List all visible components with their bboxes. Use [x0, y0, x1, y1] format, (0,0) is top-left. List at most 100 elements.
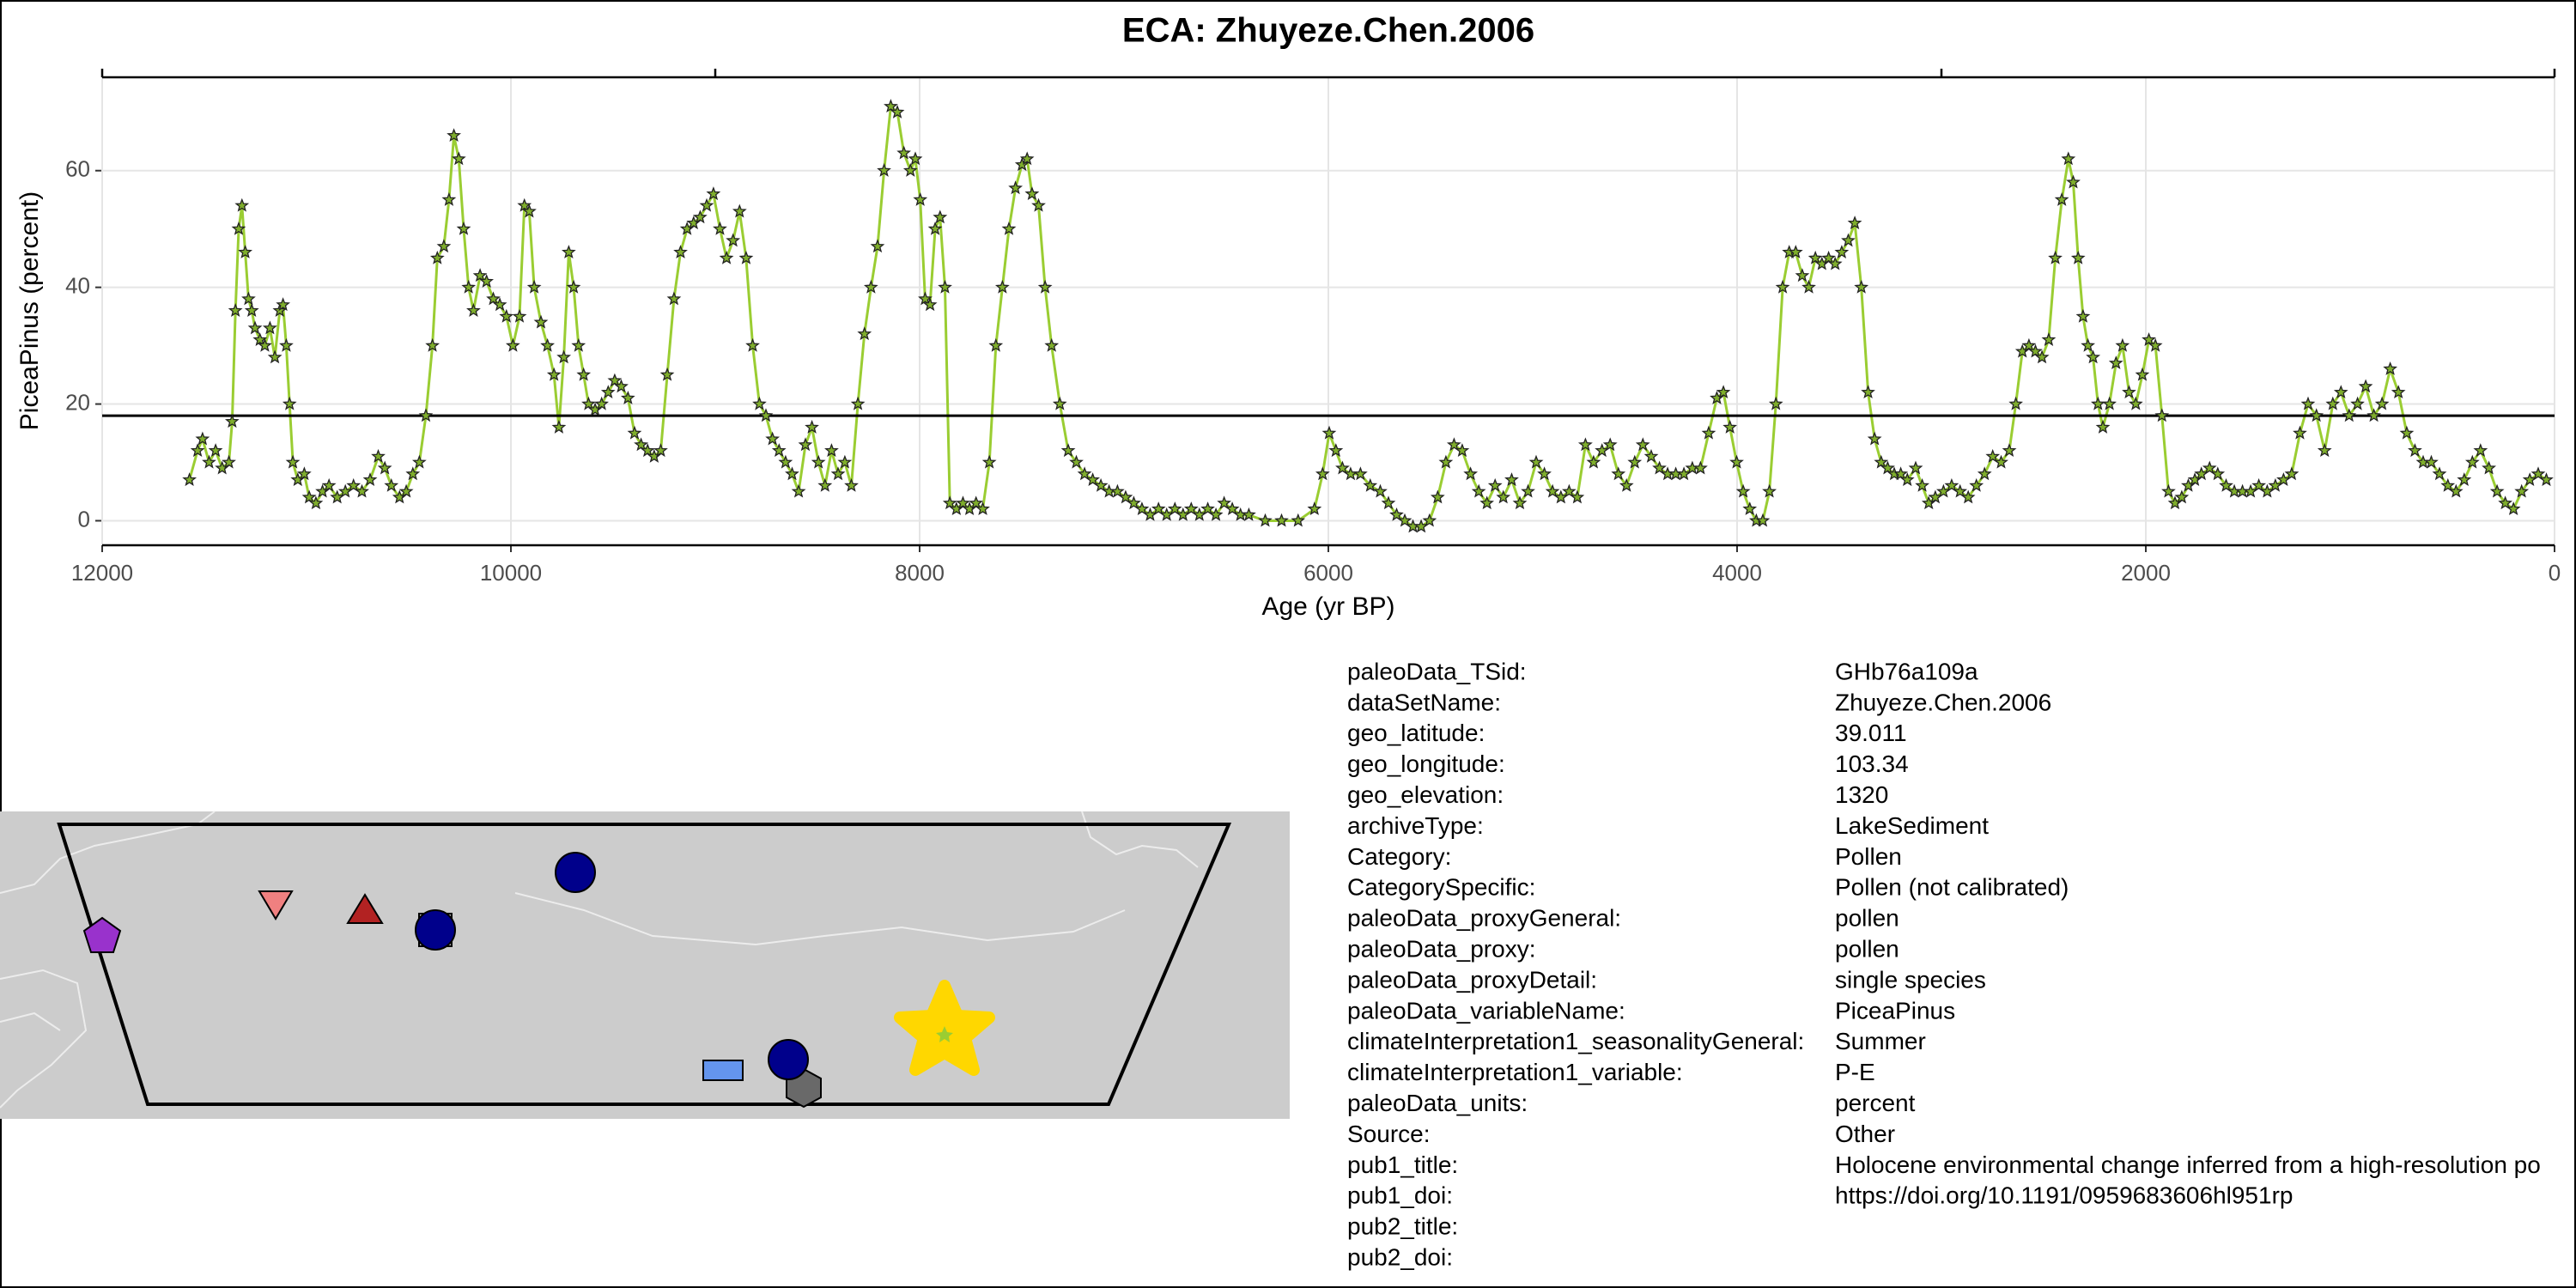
data-point — [262, 320, 277, 335]
data-point — [1985, 448, 2001, 463]
data-point — [1994, 454, 2008, 469]
data-point — [1899, 472, 1915, 487]
data-point — [418, 408, 434, 422]
site-marker — [415, 909, 456, 951]
data-point — [398, 483, 414, 498]
data-point — [1635, 437, 1650, 452]
data-point — [222, 454, 236, 469]
data-point — [1570, 489, 1585, 504]
data-point — [425, 337, 440, 352]
data-point — [798, 437, 813, 452]
data-point — [969, 495, 983, 510]
data-point — [653, 443, 668, 458]
data-point — [922, 297, 938, 312]
data-point — [765, 431, 781, 446]
data-point — [1676, 466, 1692, 481]
data-point — [486, 291, 501, 306]
data-point — [1024, 186, 1040, 201]
data-point — [1969, 477, 1984, 492]
site-star-center — [936, 1026, 953, 1042]
data-point — [2325, 396, 2341, 410]
data-point — [355, 483, 369, 498]
meta-value: GHb76a109a — [1835, 658, 1978, 684]
data-point — [771, 443, 787, 458]
data-point — [566, 279, 581, 294]
border — [0, 1012, 61, 1031]
data-point — [988, 337, 1004, 352]
data-point — [621, 391, 635, 404]
meta-value: percent — [1835, 1090, 1916, 1116]
data-point — [1496, 489, 1511, 504]
data-point — [864, 279, 878, 294]
data-point — [430, 250, 445, 264]
data-point — [1528, 454, 1544, 469]
data-point — [1861, 385, 1875, 399]
data-point — [2457, 472, 2472, 487]
data-point — [2135, 367, 2150, 381]
chart-title: ECA: Zhuyeze.Chen.2006 — [1122, 12, 1534, 50]
data-point — [1893, 466, 1909, 481]
data-point — [384, 477, 399, 492]
data-point — [2061, 151, 2076, 166]
data-point — [285, 454, 301, 469]
data-point — [1014, 157, 1030, 172]
border — [755, 909, 1126, 945]
border — [514, 892, 756, 945]
meta-label: archiveType: — [1347, 812, 1484, 839]
data-point — [1315, 466, 1330, 481]
data-point — [673, 245, 688, 258]
data-point — [276, 297, 290, 312]
data-point — [1389, 507, 1404, 521]
data-point — [208, 443, 223, 458]
data-point — [699, 197, 714, 212]
data-point — [1183, 501, 1199, 515]
data-point — [2002, 443, 2017, 458]
data-point — [371, 448, 386, 463]
data-point — [2391, 385, 2406, 399]
meta-value: https://doi.org/10.1191/0959683606hl951r… — [1835, 1182, 2293, 1209]
data-point — [195, 431, 210, 446]
data-point — [1561, 483, 1577, 498]
data-point — [2473, 443, 2488, 458]
data-point — [1867, 431, 1882, 446]
data-point — [225, 414, 240, 428]
data-point — [2202, 460, 2217, 475]
data-point — [234, 197, 250, 212]
meta-label: dataSetName: — [1347, 689, 1501, 715]
meta-value: 39.011 — [1835, 720, 1907, 746]
data-point — [505, 337, 520, 352]
data-point — [533, 314, 549, 329]
data-point — [1363, 477, 1378, 492]
data-point — [902, 162, 918, 177]
data-point — [1716, 385, 1731, 399]
meta-label: Source: — [1347, 1121, 1431, 1147]
data-point — [2086, 349, 2101, 364]
data-point — [1643, 448, 1659, 463]
data-point — [1001, 221, 1017, 235]
data-point — [1807, 250, 1823, 264]
meta-value: Pollen — [1835, 843, 1902, 870]
data-point — [933, 210, 948, 224]
data-point — [778, 454, 793, 469]
data-point — [942, 495, 957, 510]
data-point — [2539, 472, 2554, 487]
data-point — [2041, 331, 2057, 346]
data-point — [247, 320, 263, 335]
data-point — [1438, 454, 1454, 469]
data-point — [321, 477, 337, 492]
data-point — [512, 308, 527, 323]
border — [1081, 811, 1199, 868]
data-point — [857, 326, 872, 341]
data-point — [1060, 443, 1076, 458]
data-point — [758, 408, 774, 422]
data-point — [706, 186, 721, 201]
data-point — [1487, 477, 1503, 492]
data-point — [562, 245, 576, 258]
data-point — [2498, 495, 2512, 510]
data-point — [1874, 454, 1889, 469]
data-point — [1977, 466, 1992, 481]
data-point — [1908, 460, 1923, 475]
data-point — [2102, 396, 2117, 410]
data-point — [436, 239, 452, 253]
